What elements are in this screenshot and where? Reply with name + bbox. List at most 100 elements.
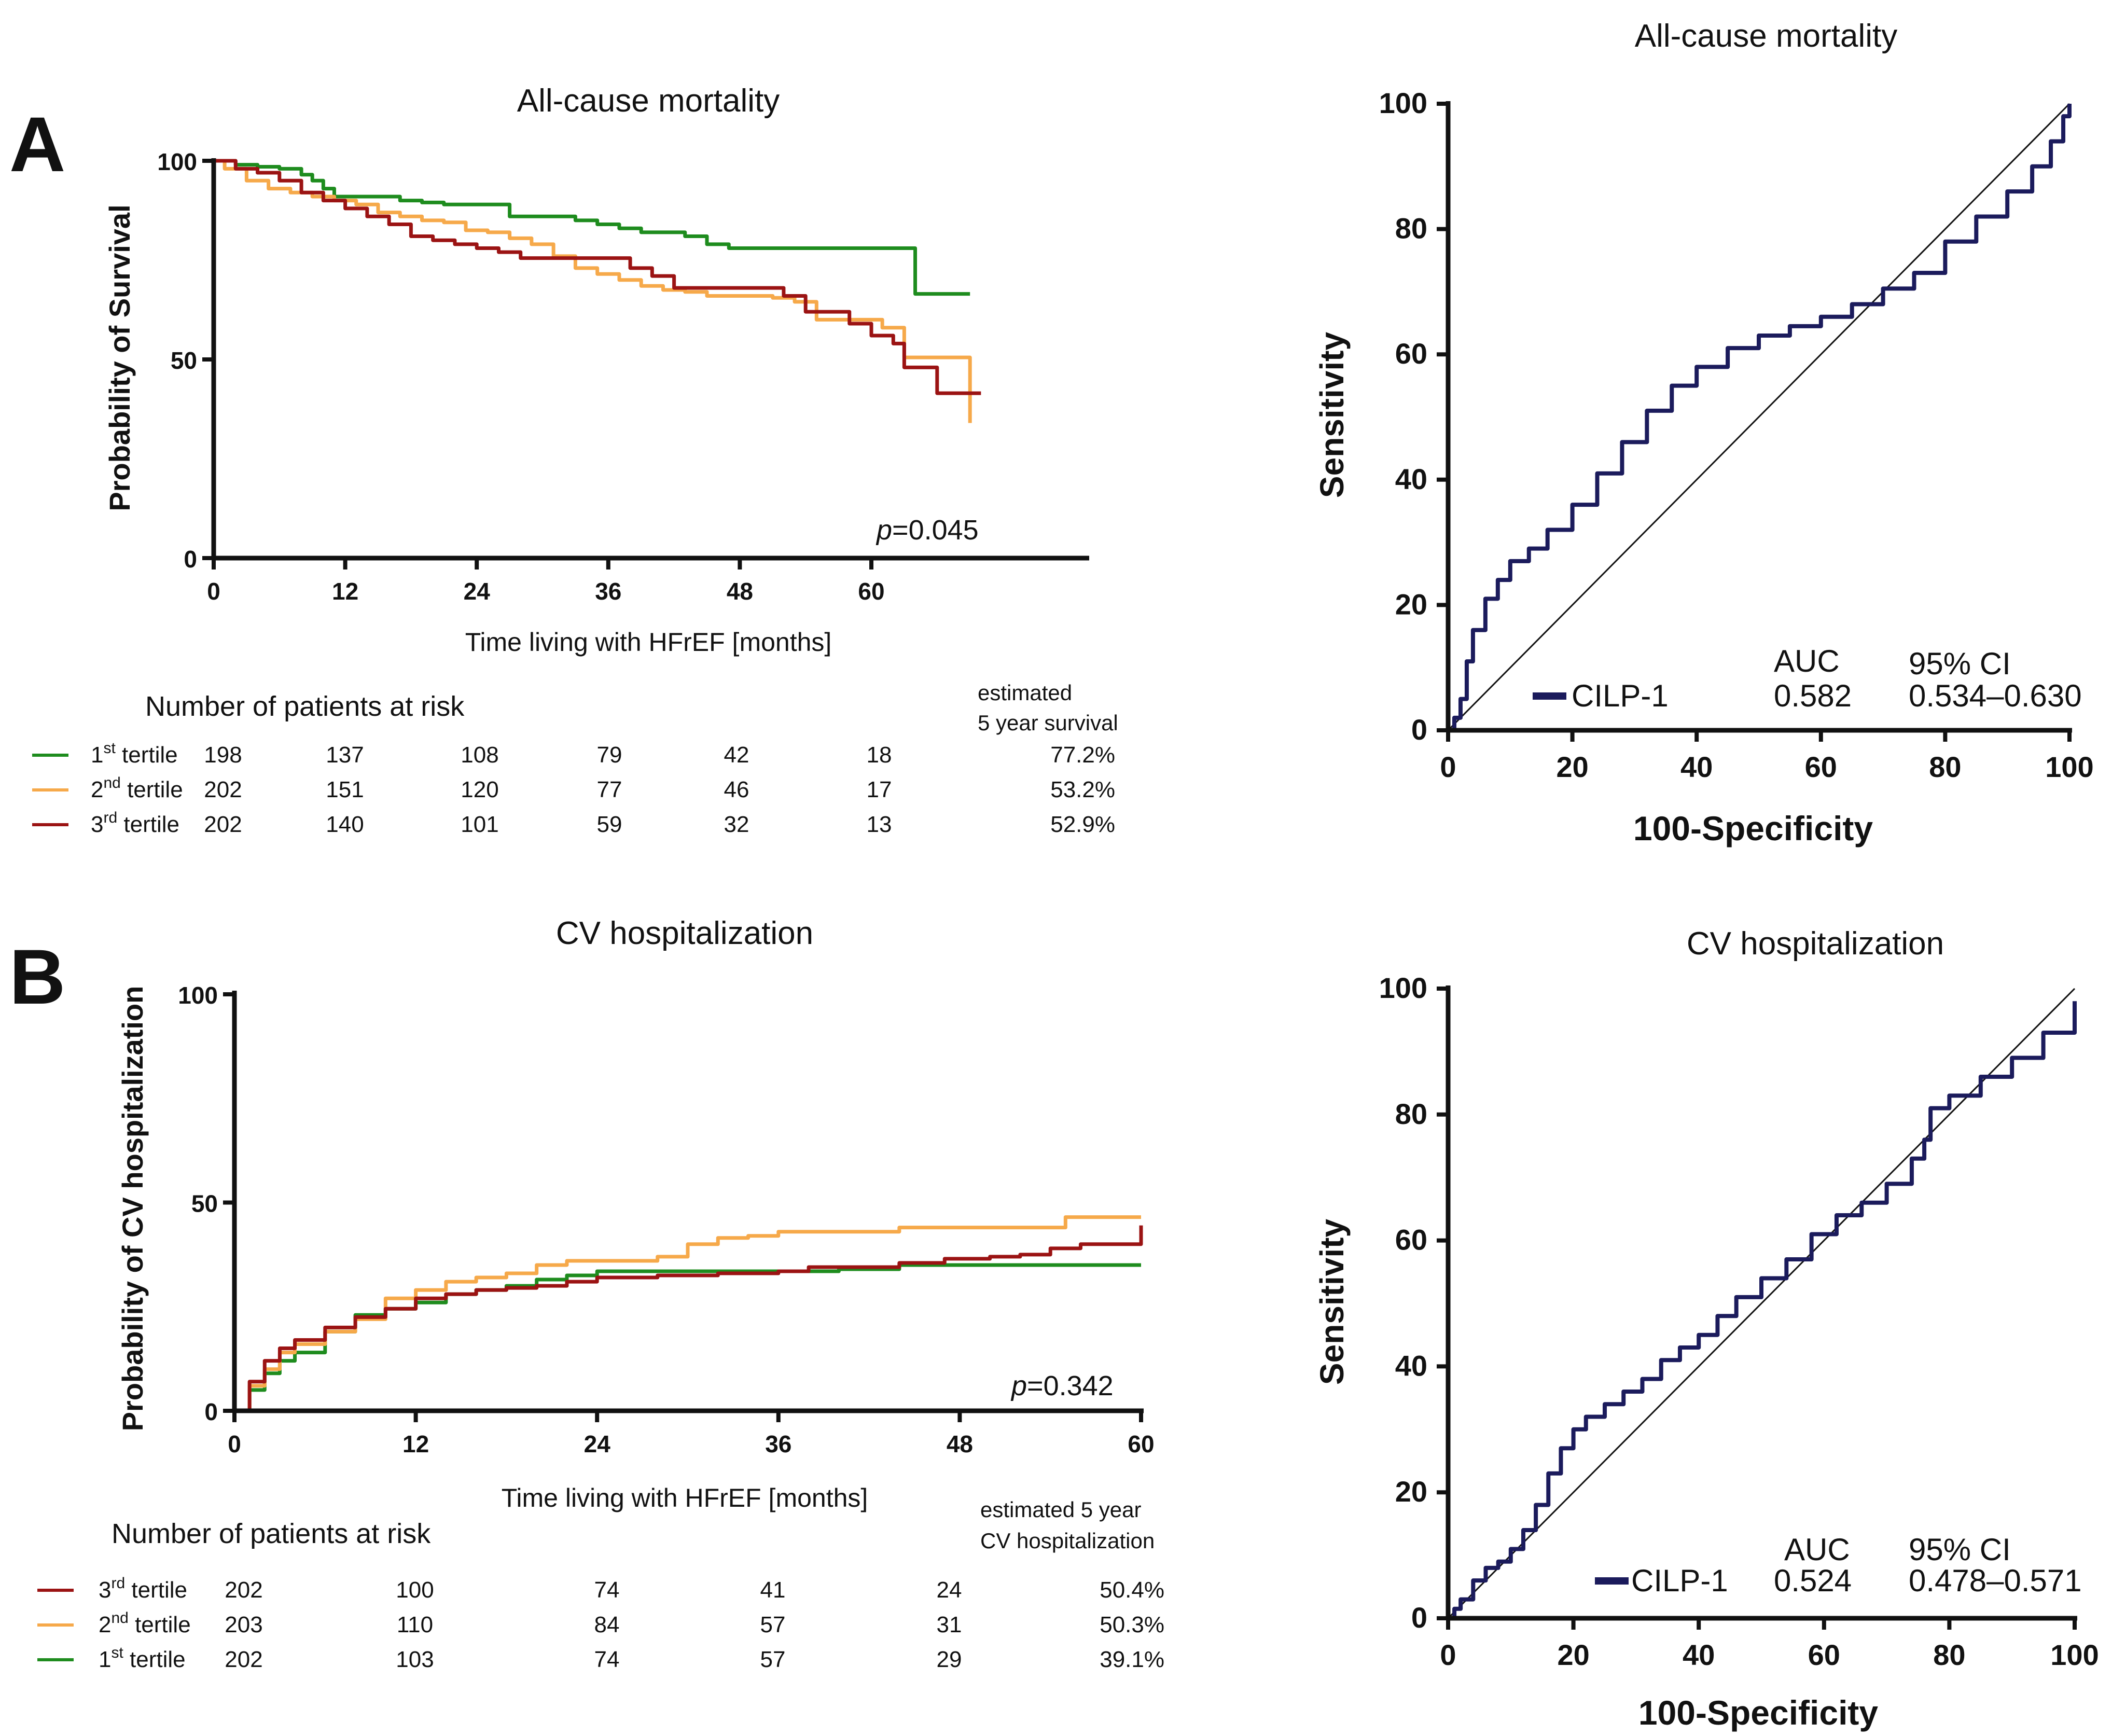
km-a-y-label: Probability of Survival [103,204,136,511]
x-tick-label: 100 [2050,1638,2099,1671]
risk-a-title: Number of patients at risk [145,691,465,722]
risk-count: 151 [326,777,364,802]
risk-a-rows: 1st tertile 198 137 108 79 42 18 77.2% 2nd terti… [32,740,1115,837]
roc-a-curves [1447,103,2072,732]
roc-b-curves [1447,988,2077,1620]
risk-count: 108 [461,742,498,768]
risk-count: 13 [867,812,892,837]
y-tick-label: 100 [178,982,218,1009]
x-tick-label: 60 [1805,751,1837,783]
risk-count: 18 [867,742,892,768]
roc-a-ci-label: 95% CI [1909,646,2011,681]
risk-count: 120 [461,777,498,802]
series-line-3rd-tertile [234,1225,1143,1413]
risk-count: 17 [867,777,892,802]
y-tick-label: 100 [157,148,197,175]
roc-chart-mortality: All-cause mortality 0 20 40 60 80 100 0 20 40 60 8… [1313,18,2094,848]
y-tick-label: 0 [1411,713,1427,746]
y-tick-label: 20 [1395,1475,1427,1508]
risk-count: 202 [225,1577,262,1603]
x-tick-label: 80 [1933,1638,1965,1671]
panel-letter-b: B [9,933,65,1020]
risk-estimate: 52.9% [1050,812,1115,837]
x-tick-label: 24 [584,1431,611,1457]
x-tick-label: 36 [765,1431,791,1457]
x-tick-label: 12 [402,1431,429,1457]
km-a-x-label: Time living with HFrEF [months] [465,628,832,657]
x-tick-label: 20 [1557,1638,1589,1671]
x-tick-label: 60 [1808,1638,1840,1671]
y-tick-label: 40 [1395,1349,1427,1382]
roc-reference-diagonal [1447,103,2071,731]
risk-estimate: 77.2% [1050,742,1115,768]
series-line-3rd-tertile [214,159,981,395]
y-tick-label: 0 [1411,1601,1427,1634]
x-tick-label: 48 [727,578,753,605]
km-a-title: All-cause mortality [517,83,780,119]
y-tick-label: 60 [1395,1224,1427,1256]
risk-row-label: 2nd tertile [91,774,183,802]
x-tick-label: 12 [332,578,358,605]
roc-b-ci-label: 95% CI [1909,1532,2011,1567]
risk-count: 202 [204,777,242,802]
x-tick-label: 36 [595,578,621,605]
series-line-cilp-1 [1448,1001,2077,1620]
x-tick-label: 0 [228,1431,241,1457]
km-b-ticks: 0 12 24 36 48 60 0 50 100 [178,982,1154,1457]
risk-b-header-line2: CV hospitalization [980,1529,1155,1553]
risk-count: 59 [597,812,622,837]
risk-estimate: 53.2% [1050,777,1115,802]
risk-estimate: 50.3% [1100,1612,1164,1637]
km-b-curves [234,1215,1143,1413]
risk-count: 79 [597,742,622,768]
km-a-pvalue-value: =0.045 [892,515,979,546]
risk-b-title: Number of patients at risk [112,1518,431,1549]
y-tick-label: 40 [1395,463,1427,495]
x-tick-label: 0 [1440,751,1456,783]
risk-count: 41 [760,1577,786,1603]
risk-count: 140 [326,812,364,837]
risk-b-header-line1: estimated 5 year [980,1497,1142,1522]
risk-count: 31 [937,1612,962,1637]
x-tick-label: 100 [2045,751,2093,783]
risk-count: 46 [724,777,749,802]
risk-row-label: 1st tertile [99,1644,186,1672]
risk-count: 84 [594,1612,620,1637]
risk-row-label: 2nd tertile [99,1609,191,1637]
x-tick-label: 0 [1440,1638,1456,1671]
km-a-ticks: 0 12 24 36 48 60 0 50 100 [157,148,884,605]
x-tick-label: 48 [947,1431,973,1457]
risk-count: 202 [204,812,242,837]
risk-count: 29 [937,1647,962,1672]
y-tick-label: 50 [171,347,197,374]
roc-a-auc-value: 0.582 [1774,678,1852,713]
roc-reference-diagonal [1447,988,2076,1619]
risk-row-label: 3rd tertile [91,809,179,837]
y-tick-label: 60 [1395,337,1427,370]
roc-chart-cv-hospitalization: CV hospitalization 0 20 40 60 80 100 0 20 40 60 80… [1313,926,2099,1732]
y-tick-label: 20 [1395,588,1427,620]
risk-estimate: 50.4% [1100,1577,1164,1603]
km-b-y-label: Probability of CV hospitalization [116,986,149,1432]
risk-b-rows: 3rd tertile 202 100 74 41 24 50.4% 2nd tertile 2… [37,1575,1164,1672]
risk-estimate: 39.1% [1100,1647,1164,1672]
roc-b-legend-name: CILP-1 [1631,1563,1728,1598]
risk-count: 57 [760,1647,786,1672]
risk-count: 202 [225,1647,262,1672]
risk-count: 74 [594,1577,620,1603]
risk-count: 42 [724,742,749,768]
roc-a-x-label: 100-Specificity [1633,809,1873,848]
roc-b-title: CV hospitalization [1687,926,1944,962]
roc-a-ticks: 0 20 40 60 80 100 0 20 40 60 80 100 [1379,87,2094,783]
roc-b-auc-value: 0.524 [1774,1563,1852,1598]
roc-b-ticks: 0 20 40 60 80 100 0 20 40 60 80 100 [1379,971,2099,1671]
roc-b-x-label: 100-Specificity [1638,1693,1879,1732]
series-line-1st-tertile [214,159,970,296]
x-tick-label: 40 [1683,1638,1715,1671]
risk-table-mortality: Number of patients at risk estimated 5 y… [32,680,1118,837]
risk-count: 198 [204,742,242,768]
y-tick-label: 100 [1379,87,1427,119]
km-b-pvalue-p: p [1010,1370,1027,1401]
risk-row-label: 3rd tertile [99,1575,187,1603]
